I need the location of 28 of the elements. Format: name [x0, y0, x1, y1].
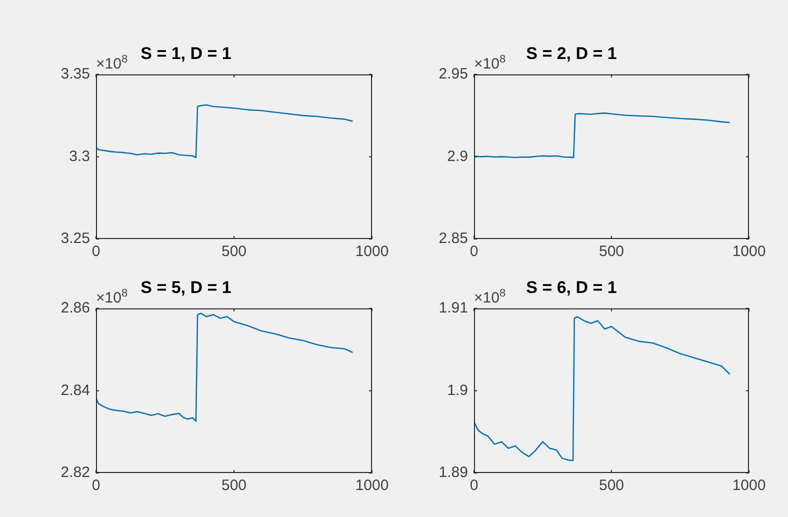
x-tick-label: 1000	[732, 243, 766, 260]
y-tick-label: 1.9	[447, 382, 468, 399]
chart-title: S = 6, D = 1	[526, 278, 617, 297]
y-tick-label: 2.9	[447, 148, 468, 165]
y-tick-label: 2.86	[60, 300, 90, 317]
x-tick-label: 500	[221, 243, 247, 260]
x-tick-label: 1000	[355, 477, 389, 494]
chart-title: S = 2, D = 1	[526, 44, 617, 63]
y-tick-label: 2.95	[438, 66, 468, 83]
y-tick-label: 3.35	[60, 66, 90, 83]
y-tick-label: 3.25	[60, 230, 90, 248]
x-tick-label: 0	[470, 477, 478, 494]
x-tick-label: 500	[221, 477, 247, 494]
y-tick-label: 2.82	[60, 464, 90, 482]
y-tick-label: 1.89	[438, 464, 468, 482]
x-tick-label: 0	[92, 477, 100, 494]
chart-title: S = 1, D = 1	[140, 44, 232, 63]
y-tick-label: 2.85	[438, 230, 468, 248]
x-tick-label: 500	[598, 243, 624, 260]
x-tick-label: 1000	[355, 243, 389, 260]
chart-title: S = 5, D = 1	[140, 278, 232, 297]
x-tick-label: 0	[470, 243, 478, 260]
x-tick-label: 0	[92, 243, 100, 260]
y-tick-label: 1.91	[438, 300, 468, 317]
x-tick-label: 500	[598, 477, 624, 494]
y-tick-label: 2.84	[60, 382, 90, 399]
x-tick-label: 1000	[732, 477, 766, 494]
y-tick-label: 3.3	[69, 148, 90, 165]
